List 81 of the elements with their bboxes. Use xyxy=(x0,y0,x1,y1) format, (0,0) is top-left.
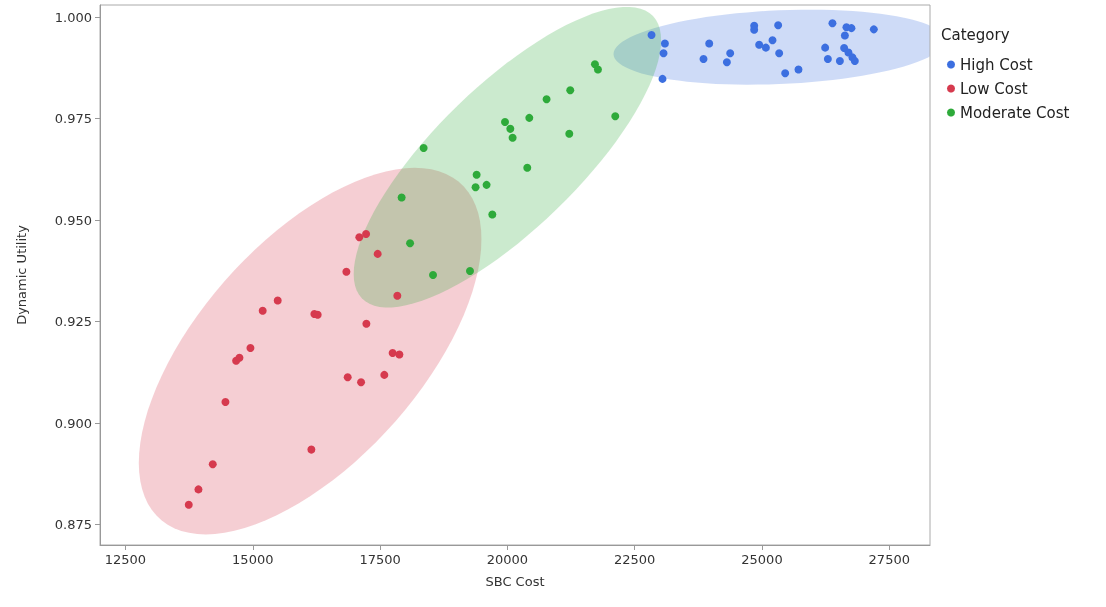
point xyxy=(542,95,551,104)
point xyxy=(506,124,515,133)
point xyxy=(647,31,656,40)
x-tick-label: 22500 xyxy=(613,552,656,567)
point xyxy=(362,319,371,328)
point xyxy=(794,65,803,74)
point xyxy=(722,58,731,67)
point xyxy=(194,485,203,494)
point xyxy=(221,398,230,407)
point xyxy=(659,49,668,58)
y-axis-title: Dynamic Utility xyxy=(14,224,29,325)
y-tick-label: 0.925 xyxy=(54,314,92,330)
point xyxy=(835,57,844,66)
point xyxy=(781,69,790,78)
point xyxy=(508,133,517,142)
point xyxy=(393,291,402,300)
point xyxy=(373,249,382,258)
point xyxy=(755,40,764,49)
point xyxy=(388,348,397,357)
point xyxy=(775,49,784,58)
point xyxy=(357,378,366,387)
point xyxy=(828,19,837,28)
point xyxy=(593,65,602,74)
point xyxy=(406,239,415,248)
point xyxy=(258,306,267,315)
point xyxy=(840,44,849,53)
x-tick-label: 20000 xyxy=(486,552,529,567)
point xyxy=(482,180,491,189)
point xyxy=(465,266,474,275)
point xyxy=(395,350,404,359)
legend-title: Category xyxy=(941,25,1010,44)
x-tick-label: 27500 xyxy=(868,552,910,567)
point xyxy=(699,55,708,63)
point xyxy=(501,117,510,126)
point xyxy=(840,31,849,40)
point xyxy=(184,500,193,509)
point xyxy=(821,43,830,52)
y-tick-label: 0.900 xyxy=(54,415,92,431)
point xyxy=(565,129,574,138)
point xyxy=(611,112,620,121)
point xyxy=(523,163,532,172)
point xyxy=(208,460,217,469)
point xyxy=(273,296,282,305)
point xyxy=(847,24,856,33)
point xyxy=(869,25,878,34)
y-tick-label: 1.000 xyxy=(54,9,92,25)
point xyxy=(705,39,714,48)
point xyxy=(823,55,832,63)
x-axis-title: SBC Cost xyxy=(485,574,545,589)
point xyxy=(307,445,316,454)
y-tick-label: 0.950 xyxy=(54,212,92,228)
x-tick-label: 25000 xyxy=(741,552,783,567)
point xyxy=(774,21,783,30)
point xyxy=(761,43,770,52)
point xyxy=(472,170,481,179)
point xyxy=(246,344,255,353)
x-tick-label: 15000 xyxy=(232,552,274,567)
point xyxy=(471,183,480,192)
point xyxy=(660,39,669,48)
point xyxy=(566,86,575,95)
legend-label: Moderate Cost xyxy=(960,103,1070,122)
point xyxy=(419,143,428,152)
legend-label: Low Cost xyxy=(960,79,1028,98)
point xyxy=(850,57,859,66)
point xyxy=(768,36,777,45)
x-tick-label: 17500 xyxy=(359,552,401,567)
point xyxy=(380,370,389,379)
point xyxy=(726,49,735,58)
point xyxy=(343,373,352,382)
legend-label: High Cost xyxy=(960,55,1033,74)
point xyxy=(525,113,534,122)
point xyxy=(342,267,351,276)
y-tick-label: 0.875 xyxy=(54,517,92,533)
point xyxy=(397,193,406,202)
point xyxy=(658,74,667,83)
point xyxy=(429,271,438,279)
y-tick-label: 0.975 xyxy=(54,111,92,127)
point xyxy=(488,210,497,219)
x-tick-label: 12500 xyxy=(104,552,147,567)
point xyxy=(362,229,371,238)
point xyxy=(355,233,364,242)
